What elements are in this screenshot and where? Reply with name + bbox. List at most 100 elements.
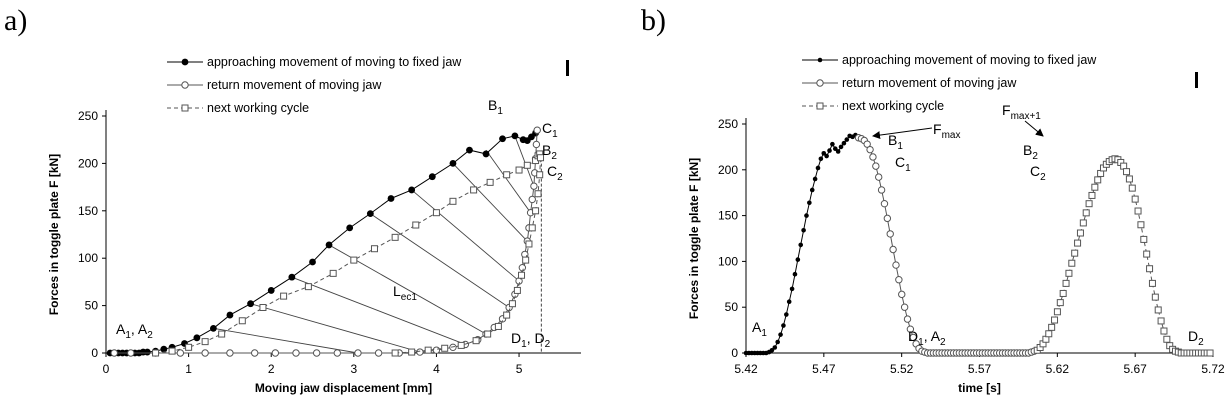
data-point	[872, 162, 880, 170]
data-point	[533, 126, 541, 134]
chart-a: 0 50 100 150 200 250 0 1 2 3 4 5 Moving jaw displace…	[47, 55, 581, 395]
series-line	[114, 130, 538, 354]
data-point	[838, 144, 844, 150]
data-point	[536, 171, 544, 179]
data-point	[886, 230, 894, 238]
data-point	[895, 276, 903, 284]
y-tick-label: 250	[78, 109, 98, 123]
data-point	[499, 135, 506, 143]
annotation-b2: B2	[1023, 142, 1038, 162]
construction-line	[250, 303, 421, 353]
data-point	[1051, 316, 1059, 324]
data-point	[1206, 349, 1214, 357]
data-point	[1082, 209, 1090, 217]
data-point	[1134, 207, 1142, 215]
data-point	[329, 269, 337, 277]
data-point	[798, 242, 804, 248]
data-point	[532, 140, 541, 149]
data-point	[530, 182, 538, 190]
panel-label-b: b)	[641, 4, 666, 37]
legend-marker	[816, 102, 824, 110]
legend-marker	[181, 104, 189, 112]
data-point	[346, 224, 354, 232]
data-point	[1163, 335, 1171, 343]
annotation-c1: C1	[542, 120, 558, 140]
legend-marker	[181, 81, 189, 89]
data-point	[889, 245, 897, 254]
data-point	[238, 317, 246, 325]
data-point	[1074, 239, 1082, 247]
data-point	[824, 153, 829, 159]
annotation-b1: B1	[888, 132, 903, 152]
data-point	[325, 241, 333, 249]
data-point	[391, 233, 399, 241]
data-point	[880, 199, 889, 208]
data-point	[350, 256, 358, 264]
data-point	[511, 132, 519, 140]
data-point	[781, 323, 786, 328]
y-tick-label: 250	[718, 117, 738, 131]
data-point	[494, 322, 502, 330]
data-point	[818, 156, 824, 162]
data-point	[408, 348, 416, 356]
fmax-arrow	[872, 127, 933, 140]
range-bar-icon	[1195, 72, 1198, 88]
data-point	[1091, 183, 1099, 191]
series	[854, 134, 1038, 357]
data-point	[482, 150, 490, 158]
series	[106, 126, 541, 357]
data-point	[449, 160, 457, 167]
x-tick-label: 5.47	[812, 362, 836, 376]
data-point	[778, 332, 783, 337]
data-point	[775, 339, 780, 345]
data-point	[900, 303, 909, 311]
data-point	[1065, 269, 1073, 277]
data-point	[804, 213, 809, 218]
range-bar-icon	[566, 60, 569, 76]
construction-lines	[213, 135, 535, 354]
data-point	[830, 141, 835, 147]
y-tick-label: 0	[91, 346, 98, 360]
series	[152, 150, 545, 357]
data-point	[309, 258, 316, 266]
data-point	[1076, 229, 1084, 237]
data-point	[432, 209, 440, 217]
data-point	[1053, 308, 1061, 316]
data-point	[841, 140, 847, 146]
data-point	[1071, 249, 1079, 257]
data-point	[534, 190, 542, 198]
annotation-c2: C2	[547, 163, 563, 183]
data-point	[1137, 221, 1145, 229]
x-tick-label: 5.57	[968, 362, 992, 376]
data-point	[1140, 235, 1148, 243]
data-point	[883, 214, 892, 223]
data-point	[226, 311, 234, 319]
data-point	[906, 325, 915, 333]
construction-line	[514, 135, 535, 187]
data-point	[1128, 184, 1136, 192]
data-point	[1085, 200, 1093, 208]
y-axis-title: Forces in toggle plate F [kN]	[687, 158, 701, 319]
annotation-d1-a2: D1, A2	[908, 328, 946, 348]
data-point	[201, 349, 209, 357]
chart-b: 0 50 100 150 200 250 5.42 5.47 5.52 5.57 5.62 5.67 5…	[687, 53, 1225, 395]
data-point	[869, 153, 877, 161]
x-tick-label: 5	[516, 362, 523, 376]
data-point	[1068, 259, 1076, 267]
y-tick-label: 150	[78, 204, 98, 218]
x-tick-label: 1	[185, 362, 192, 376]
data-point	[892, 261, 900, 269]
data-point	[160, 345, 168, 353]
data-point	[1056, 299, 1064, 307]
data-point	[387, 195, 395, 202]
data-point	[1123, 168, 1131, 176]
construction-line	[370, 213, 510, 308]
legend-entry: approaching movement of moving to fixed …	[207, 55, 462, 69]
panel-label-a: a)	[4, 4, 27, 37]
legend: approaching movement of moving to fixed …	[802, 53, 1097, 113]
data-point	[176, 349, 185, 357]
data-point	[801, 227, 806, 233]
data-point	[152, 349, 160, 357]
data-point	[333, 349, 342, 357]
y-tick-label: 0	[731, 346, 738, 360]
